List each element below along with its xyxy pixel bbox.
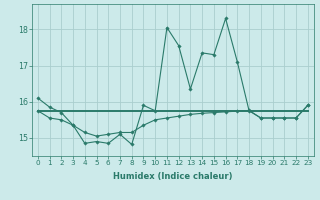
X-axis label: Humidex (Indice chaleur): Humidex (Indice chaleur) bbox=[113, 172, 233, 181]
